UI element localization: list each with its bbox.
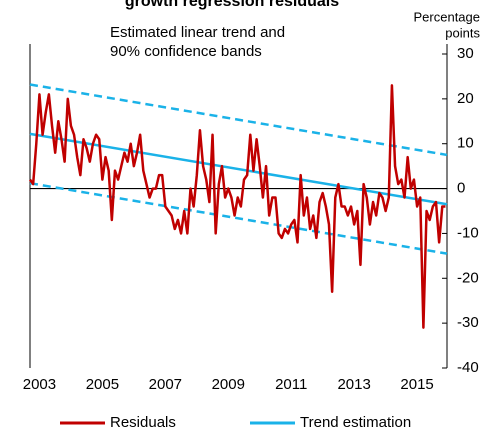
- series-line: [28, 84, 446, 329]
- y-axis-label: Percentage: [414, 9, 481, 24]
- y-tick-label: -40: [457, 359, 479, 376]
- y-tick-label: -10: [457, 224, 479, 241]
- x-tick-label: 2009: [212, 376, 245, 393]
- subtitle: 90% confidence bands: [110, 43, 262, 60]
- x-tick-label: 2003: [23, 376, 56, 393]
- y-tick-label: -30: [457, 314, 479, 331]
- y-tick-label: 10: [457, 135, 474, 152]
- chart-title: growth regression residuals: [125, 0, 339, 10]
- y-tick-label: 20: [457, 90, 474, 107]
- y-tick-label: -20: [457, 269, 479, 286]
- x-tick-label: 2005: [86, 376, 119, 393]
- legend-label: Trend estimation: [300, 414, 411, 431]
- subtitle: Estimated linear trend and: [110, 24, 285, 41]
- x-tick-label: 2011: [275, 376, 307, 393]
- y-tick-label: 30: [457, 45, 474, 62]
- x-tick-label: 2013: [337, 376, 370, 393]
- x-tick-label: 2015: [400, 376, 433, 393]
- confidence-band: [29, 83, 448, 157]
- y-tick-label: 0: [457, 180, 465, 197]
- confidence-band: [29, 181, 448, 255]
- legend-label: Residuals: [110, 414, 176, 431]
- x-tick-label: 2007: [149, 376, 182, 393]
- y-axis-label: points: [445, 25, 480, 40]
